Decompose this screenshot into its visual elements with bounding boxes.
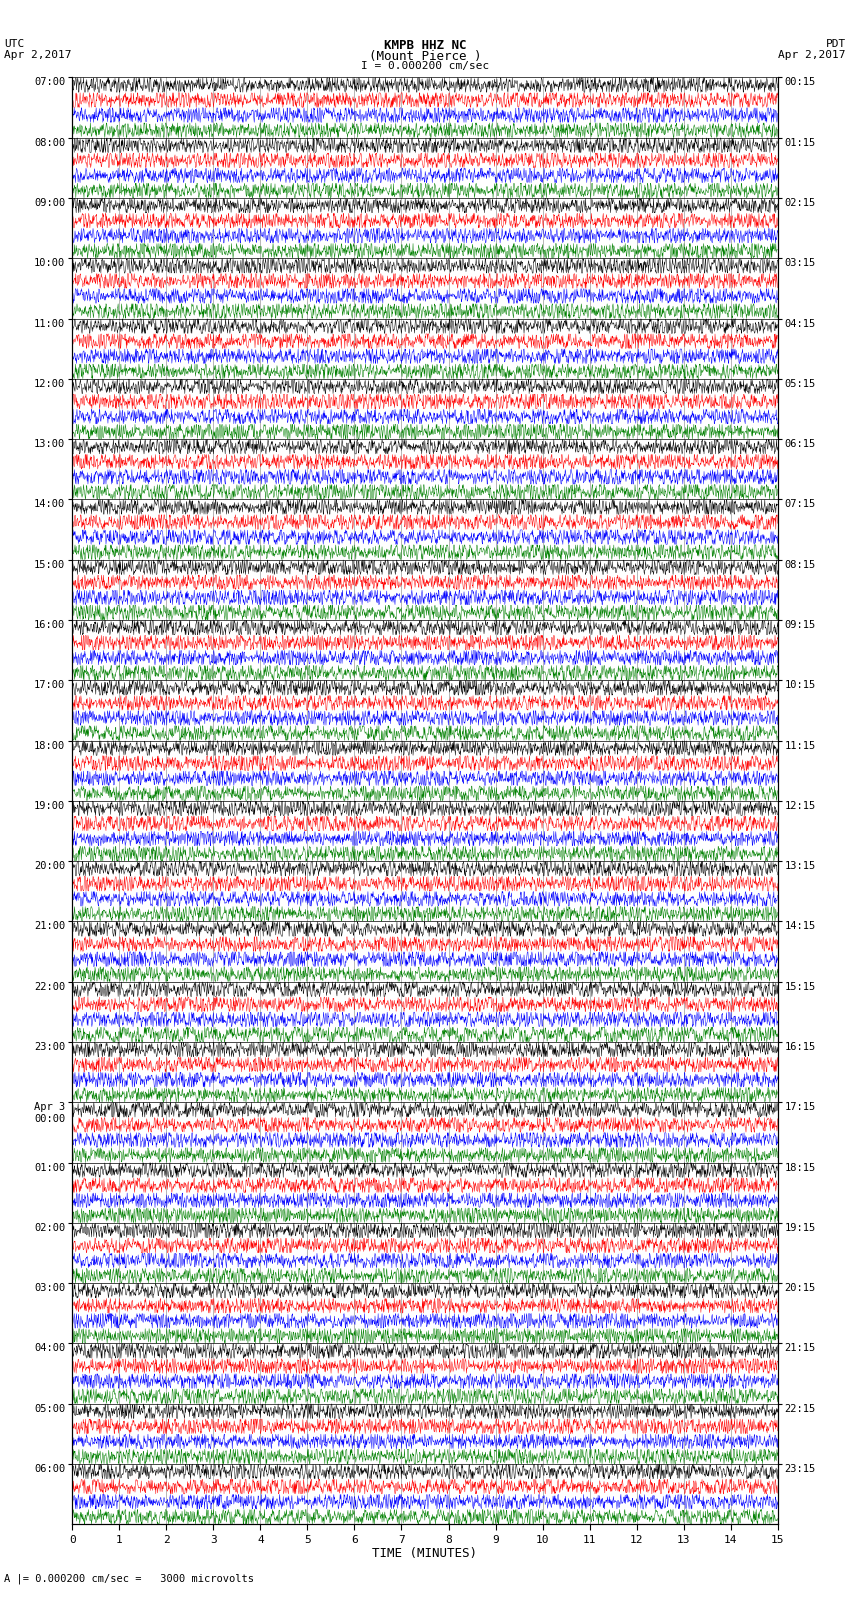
Text: Apr 2,2017: Apr 2,2017 <box>779 50 846 60</box>
Text: KMPB HHZ NC: KMPB HHZ NC <box>383 39 467 52</box>
Text: UTC: UTC <box>4 39 25 48</box>
X-axis label: TIME (MINUTES): TIME (MINUTES) <box>372 1547 478 1560</box>
Text: A |= 0.000200 cm/sec =   3000 microvolts: A |= 0.000200 cm/sec = 3000 microvolts <box>4 1573 254 1584</box>
Text: Apr 2,2017: Apr 2,2017 <box>4 50 71 60</box>
Text: PDT: PDT <box>825 39 846 48</box>
Text: I = 0.000200 cm/sec: I = 0.000200 cm/sec <box>361 61 489 71</box>
Text: (Mount Pierce ): (Mount Pierce ) <box>369 50 481 63</box>
